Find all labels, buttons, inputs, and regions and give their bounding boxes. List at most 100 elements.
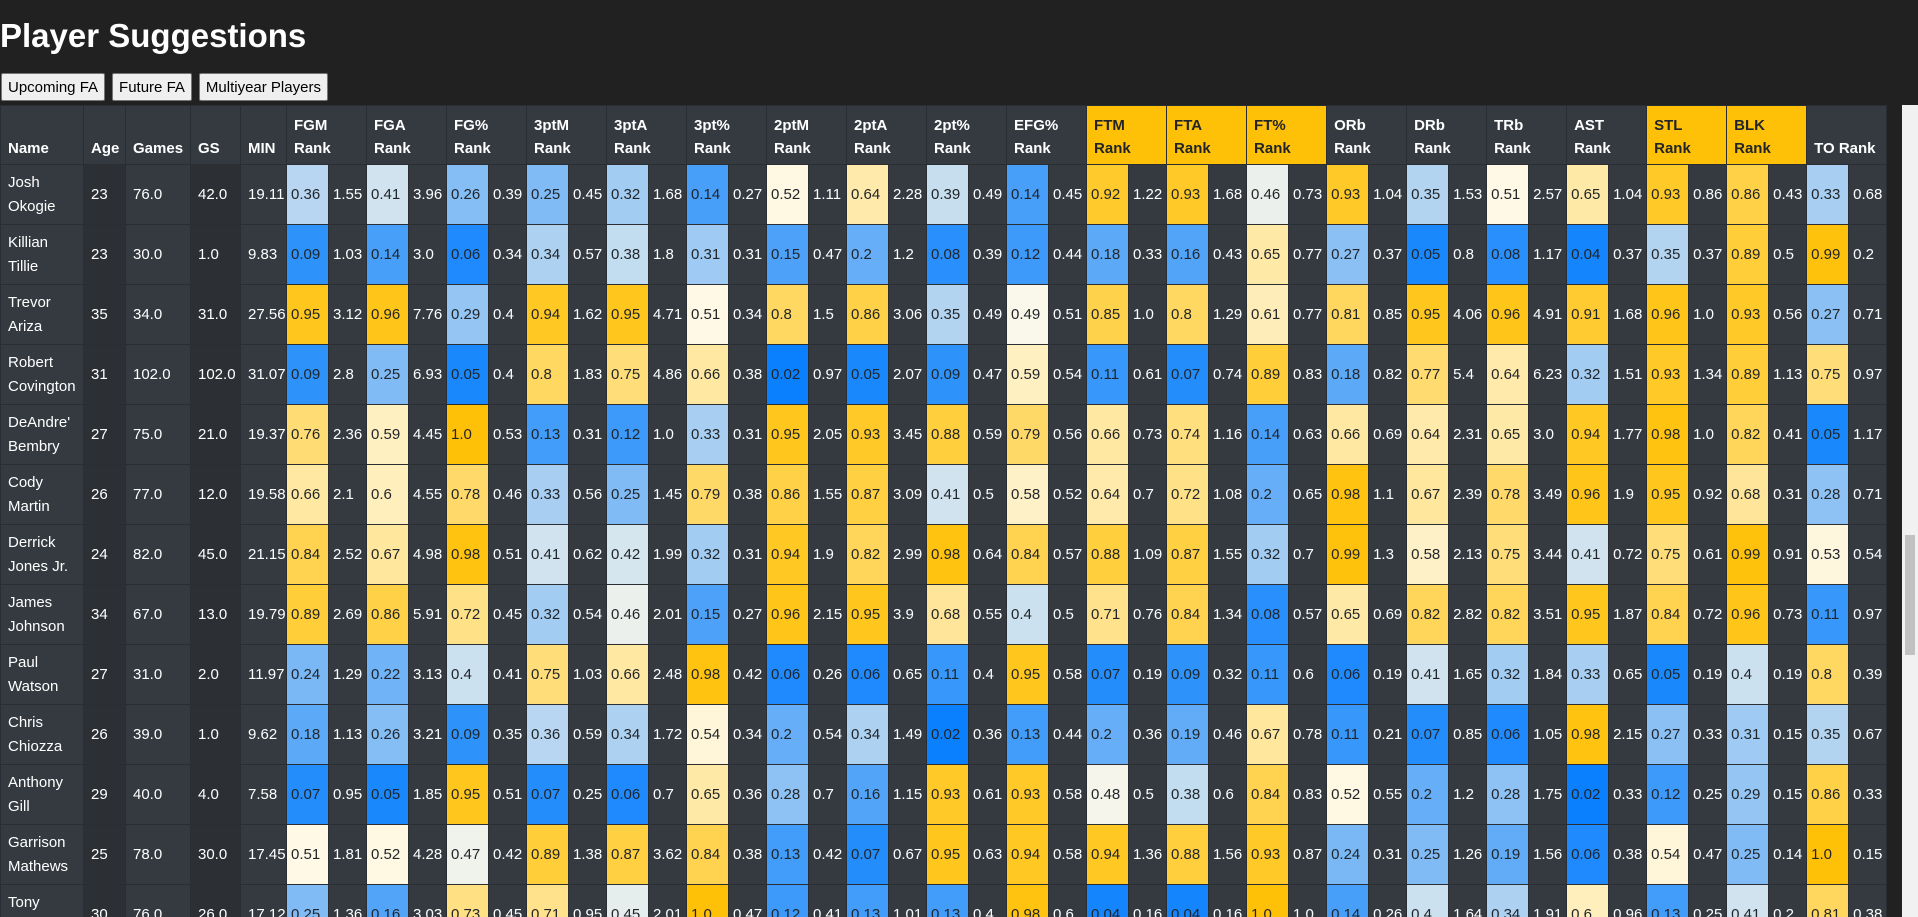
- value-cell: 1.3: [1368, 524, 1408, 585]
- value-cell: 0.31: [728, 524, 768, 585]
- rank-cell: 0.71: [1086, 584, 1130, 645]
- value-cell: 0.19: [1128, 644, 1168, 705]
- rank-cell: 0.64: [1486, 344, 1530, 405]
- rank-cell: 0.14: [1246, 404, 1290, 465]
- rank-cell: 0.96: [1646, 284, 1690, 345]
- column-header[interactable]: DRb Rank: [1406, 105, 1488, 165]
- column-header[interactable]: FGM Rank: [286, 105, 367, 165]
- rank-cell: 0.15: [766, 224, 810, 285]
- rank-cell: 0.89: [1246, 344, 1290, 405]
- column-header[interactable]: TO Rank: [1806, 105, 1888, 165]
- value-cell: 0.67: [1848, 704, 1888, 765]
- column-header[interactable]: 2ptA Rank: [846, 105, 928, 165]
- stat-cell: 9.83: [240, 224, 287, 285]
- stat-cell: 9.62: [240, 704, 287, 765]
- value-cell: 0.43: [1208, 224, 1248, 285]
- scrollbar-thumb[interactable]: [1905, 535, 1915, 655]
- rank-cell: 0.39: [926, 164, 970, 225]
- rank-cell: 0.93: [1646, 344, 1690, 405]
- rank-cell: 0.25: [1406, 824, 1450, 885]
- rank-cell: 0.96: [1726, 584, 1770, 645]
- value-cell: 1.05: [1528, 704, 1568, 765]
- rank-cell: 0.38: [606, 224, 650, 285]
- value-cell: 0.59: [568, 704, 608, 765]
- value-cell: 2.15: [808, 584, 848, 645]
- column-header[interactable]: 2pt% Rank: [926, 105, 1008, 165]
- rank-cell: 0.89: [1726, 224, 1770, 285]
- rank-cell: 0.98: [926, 524, 970, 585]
- column-header[interactable]: 2ptM Rank: [766, 105, 848, 165]
- rank-cell: 0.2: [766, 704, 810, 765]
- player-name: Trevor Ariza: [0, 284, 84, 345]
- scrollbar[interactable]: [1902, 105, 1918, 917]
- column-header[interactable]: FGA Rank: [365, 105, 448, 165]
- rank-cell: 0.95: [1566, 584, 1610, 645]
- rank-cell: 0.4: [446, 644, 490, 705]
- column-header[interactable]: TRb Rank: [1486, 105, 1568, 165]
- filter-button[interactable]: Upcoming FA: [1, 73, 106, 101]
- value-cell: 0.38: [728, 824, 768, 885]
- column-header[interactable]: FT% Rank: [1246, 105, 1328, 165]
- rank-cell: 0.95: [606, 284, 650, 345]
- value-cell: 0.51: [488, 524, 528, 585]
- column-header[interactable]: FTA Rank: [1166, 105, 1248, 165]
- player-name: Killian Tillie: [0, 224, 84, 285]
- rank-cell: 0.25: [526, 164, 570, 225]
- rank-cell: 0.4: [1006, 584, 1050, 645]
- column-header[interactable]: FTM Rank: [1086, 105, 1168, 165]
- rank-cell: 0.09: [286, 224, 329, 285]
- player-row: DeAndre' Bembry 27 75.0 21.0 19.37 0.76 2.36 0.…: [0, 404, 1888, 465]
- value-cell: 3.96: [407, 164, 448, 225]
- rank-cell: 0.14: [1326, 884, 1370, 917]
- column-header[interactable]: EFG% Rank: [1006, 105, 1088, 165]
- rank-cell: 0.66: [686, 344, 730, 405]
- column-header[interactable]: AST Rank: [1566, 105, 1648, 165]
- column-header[interactable]: FG% Rank: [446, 105, 528, 165]
- player-row: Derrick Jones Jr. 24 82.0 45.0 21.15 0.84 2.52…: [0, 524, 1888, 585]
- value-cell: 1.91: [1528, 884, 1568, 917]
- rank-cell: 0.29: [446, 284, 490, 345]
- column-header[interactable]: Games: [125, 105, 191, 165]
- column-header[interactable]: 3ptA Rank: [606, 105, 688, 165]
- player-name: James Johnson: [0, 584, 84, 645]
- column-header[interactable]: Name: [0, 105, 84, 165]
- rank-cell: 0.94: [766, 524, 810, 585]
- rank-cell: 0.95: [846, 584, 890, 645]
- column-header[interactable]: MIN: [240, 105, 287, 165]
- value-cell: 0.82: [1368, 344, 1408, 405]
- value-cell: 1.56: [1208, 824, 1248, 885]
- rank-cell: 0.13: [846, 884, 890, 917]
- rank-cell: 0.93: [926, 764, 970, 825]
- rank-cell: 0.89: [1726, 344, 1770, 405]
- value-cell: 4.86: [648, 344, 688, 405]
- value-cell: 0.64: [968, 524, 1008, 585]
- column-header[interactable]: STL Rank: [1646, 105, 1728, 165]
- rank-cell: 0.41: [366, 164, 409, 225]
- column-header[interactable]: BLK Rank: [1726, 105, 1808, 165]
- value-cell: 0.73: [1768, 584, 1808, 645]
- rank-cell: 0.32: [526, 584, 570, 645]
- column-header[interactable]: GS: [190, 105, 241, 165]
- column-header[interactable]: 3pt% Rank: [686, 105, 768, 165]
- column-header[interactable]: ORb Rank: [1326, 105, 1408, 165]
- value-cell: 2.01: [648, 884, 688, 917]
- value-cell: 1.9: [808, 524, 848, 585]
- rank-cell: 0.09: [446, 704, 490, 765]
- filter-button[interactable]: Future FA: [112, 73, 192, 101]
- rank-cell: 0.47: [446, 824, 490, 885]
- column-header[interactable]: Age: [83, 105, 126, 165]
- value-cell: 1.16: [1208, 404, 1248, 465]
- rank-cell: 0.41: [926, 464, 970, 525]
- value-cell: 1.34: [1688, 344, 1728, 405]
- value-cell: 1.0: [648, 404, 688, 465]
- filter-button[interactable]: Multiyear Players: [198, 73, 328, 101]
- rank-cell: 0.12: [1646, 764, 1690, 825]
- value-cell: 0.38: [728, 464, 768, 525]
- value-cell: 0.51: [488, 764, 528, 825]
- stat-cell: 76.0: [125, 884, 191, 917]
- rank-cell: 0.34: [846, 704, 890, 765]
- value-cell: 1.68: [1208, 164, 1248, 225]
- value-cell: 0.71: [1848, 464, 1888, 525]
- column-header[interactable]: 3ptM Rank: [526, 105, 608, 165]
- rank-cell: 0.61: [1246, 284, 1290, 345]
